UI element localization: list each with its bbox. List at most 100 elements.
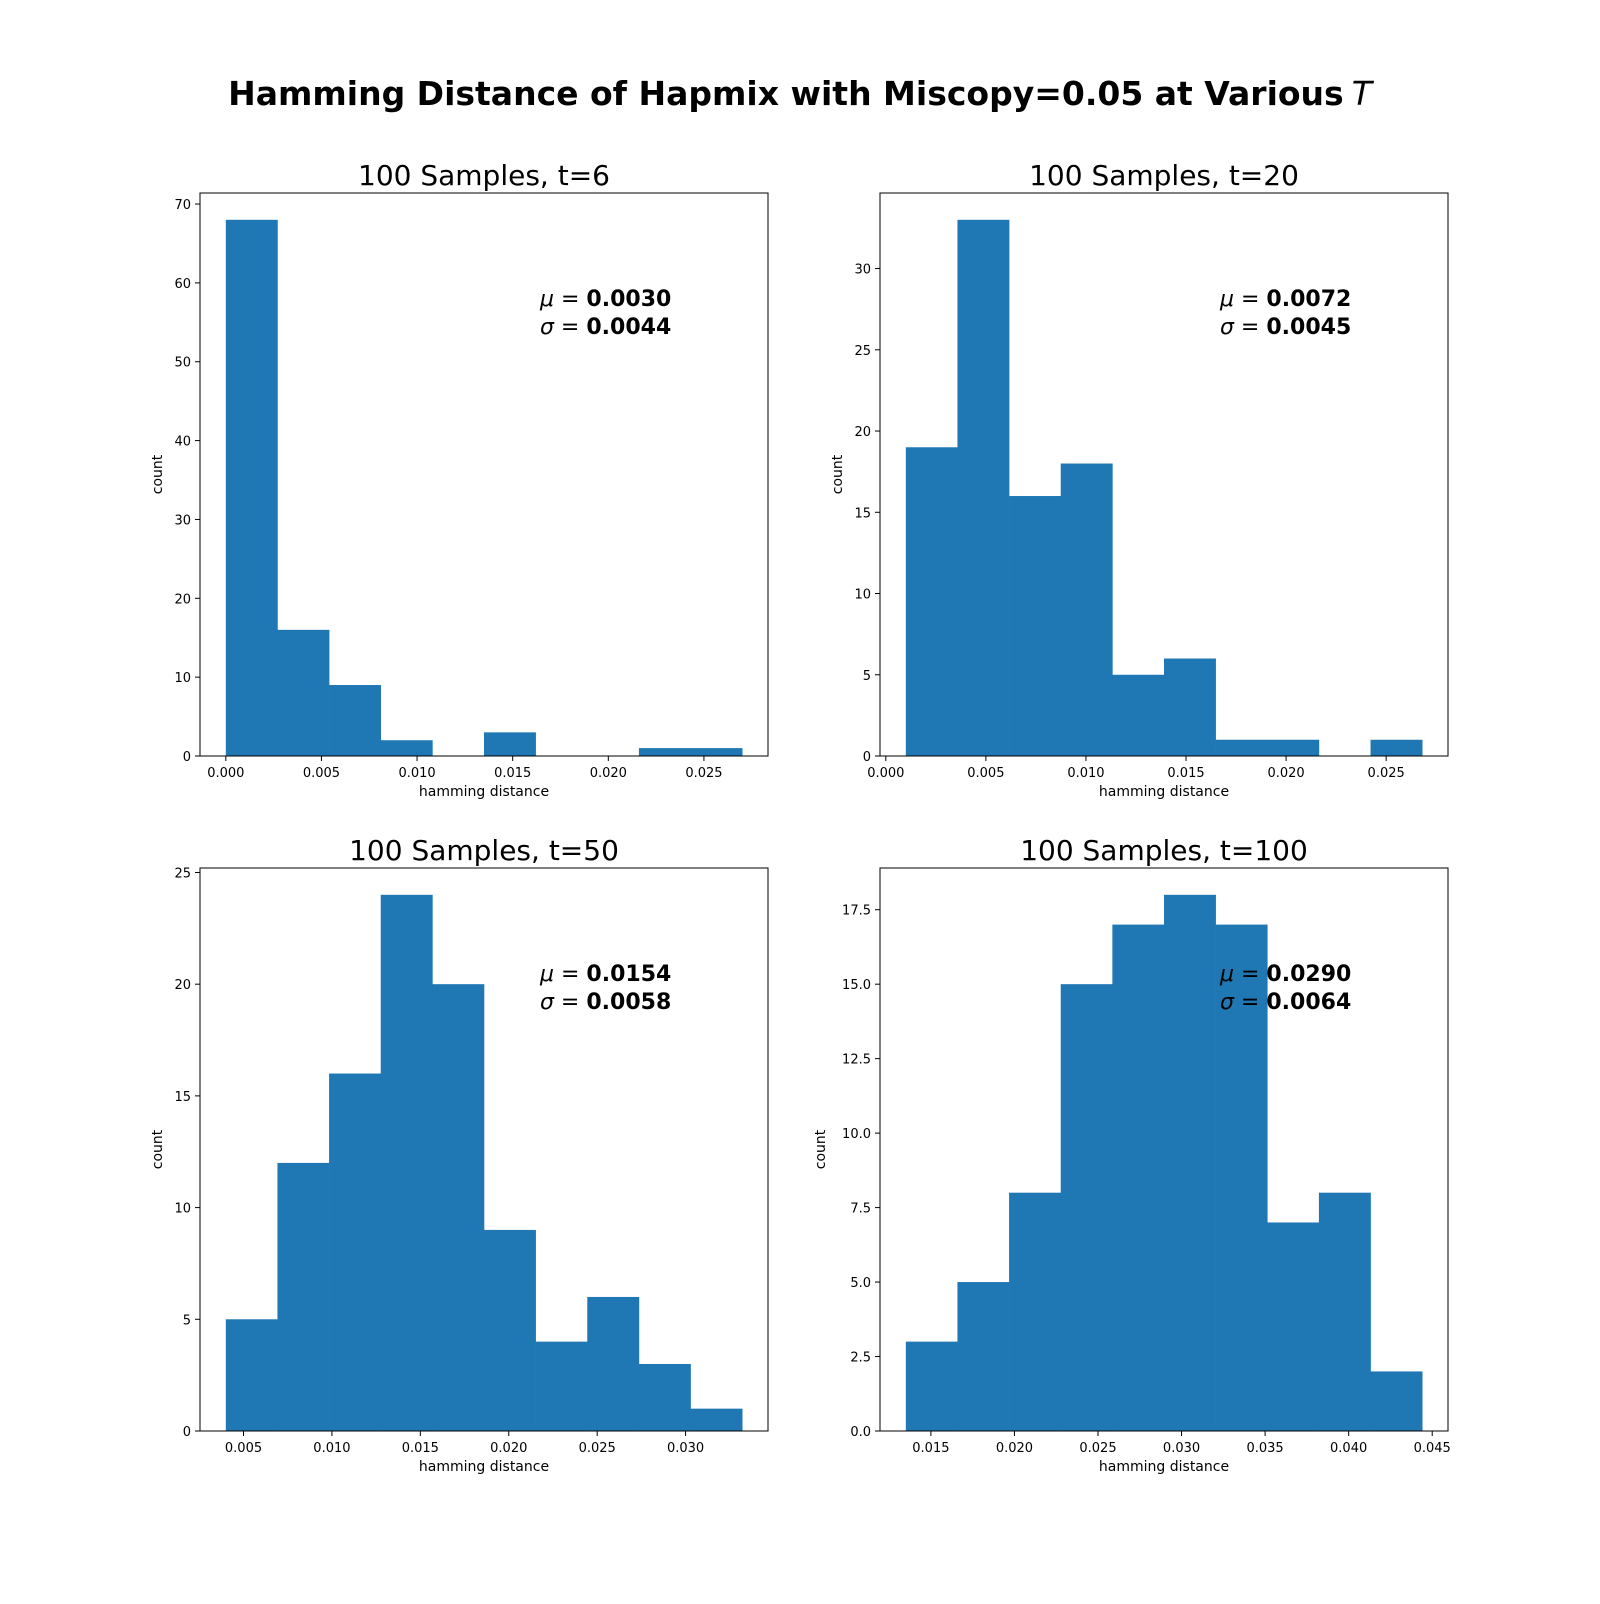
- chart-1-bar-6: 3: [484, 732, 536, 756]
- chart-2-bar-2: 33: [957, 219, 1010, 757]
- chart-3-bar-4: 24: [380, 894, 433, 1431]
- chart-3-mu-annotation: μ = 0.0154: [539, 962, 671, 987]
- chart-4-panel: 358151718177820.015 0.020 0.025 0.030 0.035 0…: [813, 834, 1451, 1475]
- chart-3-bar-9: 3: [638, 1363, 691, 1431]
- chart-2-ytick-label-6: 25: [854, 344, 871, 359]
- chart-3-xtick-label-4: 0.020: [490, 1441, 527, 1456]
- chart-1-ytick-label-3: 20: [174, 592, 191, 607]
- chart-1-xtick-label-3: 0.010: [398, 766, 435, 781]
- chart-3-ytick-label-6: 25: [174, 866, 191, 881]
- chart-2-ytick-label-7: 30: [854, 263, 871, 278]
- chart-2-bar-7: 1: [1215, 739, 1268, 756]
- chart-4-ylabel: count: [813, 1129, 829, 1169]
- chart-4-ytick-label-8: 17.5: [842, 904, 871, 919]
- chart-4-ytick-label-2: 2.5: [850, 1351, 871, 1366]
- chart-2-bar-10: 1: [1370, 739, 1423, 756]
- chart-2-title: 100 Samples, t=20: [1029, 159, 1299, 192]
- chart-2-xtick-label-3: 0.010: [1067, 766, 1104, 781]
- chart-3-ytick-label-5: 20: [174, 978, 191, 993]
- chart-1-xtick-label-4: 0.015: [494, 766, 531, 781]
- chart-3-ytick-label-3: 10: [174, 1202, 191, 1217]
- chart-2-bar-1: 19: [905, 447, 958, 756]
- chart-1-ytick-label-5: 40: [174, 435, 191, 450]
- chart-2-xlabel: hamming distance: [1099, 784, 1229, 800]
- chart-4-title: 100 Samples, t=100: [1020, 834, 1308, 867]
- chart-2-bar-4: 18: [1060, 463, 1113, 756]
- chart-4-ytick-label-7: 15.0: [842, 978, 871, 993]
- chart-3-bar-10: 1: [690, 1408, 743, 1431]
- chart-1-panel: 681692 3 11 0.000 0.005 0.010 0.015 0.020 0.025 0…: [150, 159, 769, 800]
- chart-3-xlabel: hamming distance: [419, 1459, 549, 1475]
- chart-1-ytick-label-2: 10: [174, 671, 191, 686]
- chart-3-bar-5: 20: [432, 984, 485, 1431]
- chart-2-sigma-annotation: σ = 0.0045: [1220, 315, 1351, 340]
- chart-3-ytick-label-2: 5: [183, 1313, 191, 1328]
- chart-3-xtick-label-5: 0.025: [579, 1441, 616, 1456]
- chart-2-bar-5: 5: [1112, 674, 1165, 756]
- chart-4-ytick-label-6: 12.5: [842, 1053, 871, 1068]
- chart-1-mu-annotation: μ = 0.0030: [539, 287, 671, 312]
- chart-2-ytick-label-3: 10: [854, 588, 871, 603]
- chart-4-ytick-label-5: 10.0: [842, 1127, 871, 1142]
- chart-3-xtick-label-2: 0.010: [313, 1441, 350, 1456]
- chart-1-ytick-label-6: 50: [174, 356, 191, 371]
- chart-1-xtick-label-2: 0.005: [303, 766, 340, 781]
- chart-2-ytick-label-1: 0: [863, 750, 871, 765]
- chart-1-bar-2: 16: [277, 629, 330, 756]
- chart-1-bar-3: 9: [329, 685, 382, 756]
- chart-3-bar-2: 12: [277, 1162, 330, 1431]
- chart-2-axes-frame: [879, 192, 1449, 757]
- chart-2-ytick-label-2: 5: [863, 669, 871, 684]
- chart-2-ylabel: count: [830, 454, 846, 494]
- chart-1-bar-1: 68: [225, 219, 278, 757]
- chart-3-bar-7: 4: [535, 1341, 588, 1431]
- chart-3-xtick-label-3: 0.015: [402, 1441, 439, 1456]
- chart-4-bar-9: 8: [1318, 1192, 1371, 1431]
- chart-4-bar-10: 2: [1370, 1371, 1423, 1431]
- chart-3-ytick-label-1: 0: [183, 1425, 191, 1440]
- chart-1-title: 100 Samples, t=6: [358, 159, 610, 192]
- chart-4-bar-5: 17: [1112, 924, 1165, 1431]
- chart-1-sigma-annotation: σ = 0.0044: [540, 315, 671, 340]
- chart-4-xtick-label-6: 0.040: [1330, 1441, 1367, 1456]
- chart-3-title: 100 Samples, t=50: [349, 834, 619, 867]
- figure-title: Hamming Distance of Hapmix with Miscopy=…: [0, 74, 1600, 113]
- chart-3-bar-3: 16: [329, 1073, 382, 1431]
- chart-2-bar-3: 16: [1009, 496, 1062, 756]
- chart-3-panel: 512162420946310.005 0.010 0.015 0.020 0.025 0…: [150, 834, 769, 1475]
- figure-title-text: Hamming Distance of Hapmix with Miscopy=…: [228, 74, 1344, 113]
- chart-2-ytick-label-5: 20: [854, 425, 871, 440]
- chart-4-bar-1: 3: [905, 1341, 958, 1431]
- chart-2-xtick-label-2: 0.005: [967, 766, 1004, 781]
- chart-2-panel: 19331618561110.000 0.005 0.010 0.015 0.020 0.…: [830, 159, 1449, 800]
- chart-1-ylabel: count: [150, 454, 166, 494]
- chart-3-sigma-annotation: σ = 0.0058: [540, 990, 671, 1015]
- chart-1-xlabel: hamming distance: [419, 784, 549, 800]
- chart-4-ytick-label-4: 7.5: [850, 1202, 871, 1217]
- chart-3-axes-frame: [199, 867, 769, 1432]
- chart-4-bar-7: 17: [1215, 924, 1268, 1431]
- chart-1-ytick-label-7: 60: [174, 277, 191, 292]
- chart-1-ytick-label-1: 0: [183, 750, 191, 765]
- chart-4-ytick-label-3: 5.0: [850, 1276, 871, 1291]
- chart-3-ylabel: count: [150, 1129, 166, 1169]
- chart-1-axes-frame: [199, 192, 769, 757]
- chart-1-ytick-label-8: 70: [174, 198, 191, 213]
- figure-title-variable: T: [1351, 74, 1372, 113]
- chart-2-xtick-label-4: 0.015: [1167, 766, 1204, 781]
- chart-4-xtick-label-5: 0.035: [1246, 1441, 1283, 1456]
- chart-4-xtick-label-1: 0.015: [912, 1441, 949, 1456]
- chart-1-bar-9: 1: [638, 748, 691, 756]
- chart-3-ytick-label-4: 15: [174, 1090, 191, 1105]
- chart-2-ytick-label-4: 15: [854, 506, 871, 521]
- chart-2-xtick-label-1: 0.000: [867, 766, 904, 781]
- chart-2-xtick-label-6: 0.025: [1368, 766, 1405, 781]
- chart-4-mu-annotation: μ = 0.0290: [1219, 962, 1351, 987]
- chart-2-xtick-label-5: 0.020: [1267, 766, 1304, 781]
- chart-1-xtick-label-5: 0.020: [590, 766, 627, 781]
- chart-4-bar-6: 18: [1164, 894, 1216, 1431]
- chart-4-axes-frame: [879, 867, 1449, 1432]
- chart-2-bar-8: 1: [1267, 739, 1320, 756]
